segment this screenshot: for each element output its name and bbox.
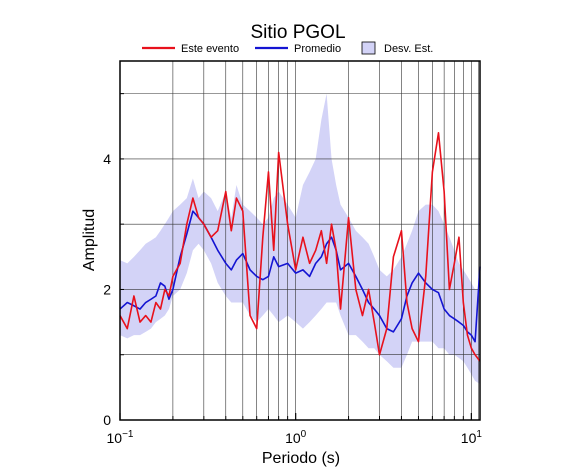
series-line-promedio bbox=[119, 210, 481, 343]
y-tick-label: 0 bbox=[103, 412, 111, 428]
legend-label-promedio: Promedio bbox=[294, 43, 341, 55]
series-line-este-evento bbox=[119, 132, 481, 362]
legend-label-este-evento: Este evento bbox=[181, 43, 239, 55]
legend-label-desv-est: Desv. Est. bbox=[384, 43, 433, 55]
legend: Este evento Promedio Desv. Est. bbox=[142, 41, 433, 55]
x-axis-label: Periodo (s) bbox=[262, 450, 340, 467]
legend-swatch-desv-est bbox=[361, 41, 376, 55]
plot-frame bbox=[119, 60, 481, 421]
chart-title: Sitio PGOL bbox=[250, 22, 345, 43]
y-tick-label: 4 bbox=[103, 151, 111, 167]
y-tick-label: 2 bbox=[103, 281, 111, 297]
y-axis-label: Amplitud bbox=[81, 209, 98, 271]
std-dev-band bbox=[120, 93, 480, 385]
